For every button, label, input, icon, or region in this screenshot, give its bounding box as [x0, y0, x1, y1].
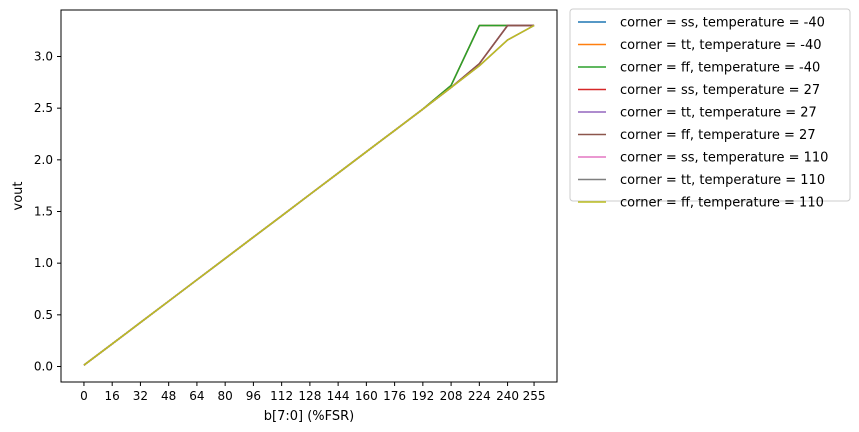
x-tick-label: 0: [80, 389, 88, 403]
x-axis-ticks: 0 16 32 48 64 80 96 112 128 144 160 176 192 208 224 240…: [80, 382, 546, 403]
y-axis-label: vout: [11, 182, 26, 211]
x-tick-label: 48: [161, 389, 176, 403]
legend-label: corner = tt, temperature = 27: [620, 106, 817, 121]
y-tick-label: 2.5: [34, 101, 53, 115]
legend-label: corner = ss, temperature = -40: [620, 16, 825, 31]
series-line-9: [83, 24, 535, 366]
y-tick-label: 3.0: [34, 50, 53, 64]
legend-item: corner = tt, temperature = -40: [578, 38, 822, 53]
x-tick-label: 16: [105, 389, 120, 403]
x-axis-label: b[7:0] (%FSR): [264, 409, 354, 424]
y-tick-label: 1.5: [34, 205, 53, 219]
x-tick-label: 112: [270, 389, 293, 403]
x-tick-label: 240: [496, 389, 519, 403]
x-tick-label: 80: [218, 389, 233, 403]
series-lines: [83, 24, 535, 366]
legend-item: corner = ss, temperature = 27: [578, 83, 820, 98]
x-tick-label: 160: [355, 389, 378, 403]
x-tick-label: 32: [133, 389, 148, 403]
legend-item: corner = ss, temperature = 110: [578, 151, 828, 166]
legend-item: corner = ff, temperature = -40: [578, 61, 820, 76]
legend-frame: [569, 8, 851, 202]
y-tick-label: 2.0: [34, 153, 53, 167]
y-tick-label: 1.0: [34, 256, 53, 270]
legend-label: corner = ss, temperature = 27: [620, 83, 820, 98]
legend-item: corner = tt, temperature = 27: [578, 106, 817, 121]
x-tick-label: 96: [246, 389, 261, 403]
legend-label: corner = ss, temperature = 110: [620, 151, 828, 166]
x-tick-label: 192: [411, 389, 434, 403]
y-tick-label: 0.5: [34, 308, 53, 322]
legend-item: corner = ff, temperature = 110: [578, 196, 824, 211]
x-tick-label: 144: [327, 389, 350, 403]
legend: corner = ss, temperature = -40 corner = t…: [569, 8, 851, 211]
legend-label: corner = tt, temperature = 110: [620, 173, 825, 188]
legend-item: corner = ff, temperature = 27: [578, 128, 816, 143]
legend-label: corner = ff, temperature = 27: [620, 128, 816, 143]
x-tick-label: 176: [383, 389, 406, 403]
plot-area: [60, 9, 558, 383]
legend-label: corner = ff, temperature = 110: [620, 196, 824, 211]
x-tick-label: 255: [523, 389, 546, 403]
legend-item: corner = tt, temperature = 110: [578, 173, 825, 188]
x-tick-label: 208: [440, 389, 463, 403]
legend-item: corner = ss, temperature = -40: [578, 16, 825, 31]
legend-label: corner = tt, temperature = -40: [620, 38, 822, 53]
axes-frame: [60, 9, 558, 383]
legend-label: corner = ff, temperature = -40: [620, 61, 820, 76]
y-axis-ticks: 0.0 0.5 1.0 1.5 2.0 2.5 3.0: [34, 50, 61, 374]
x-tick-label: 224: [468, 389, 491, 403]
y-tick-label: 0.0: [34, 360, 53, 374]
x-tick-label: 64: [189, 389, 204, 403]
x-tick-label: 128: [298, 389, 321, 403]
